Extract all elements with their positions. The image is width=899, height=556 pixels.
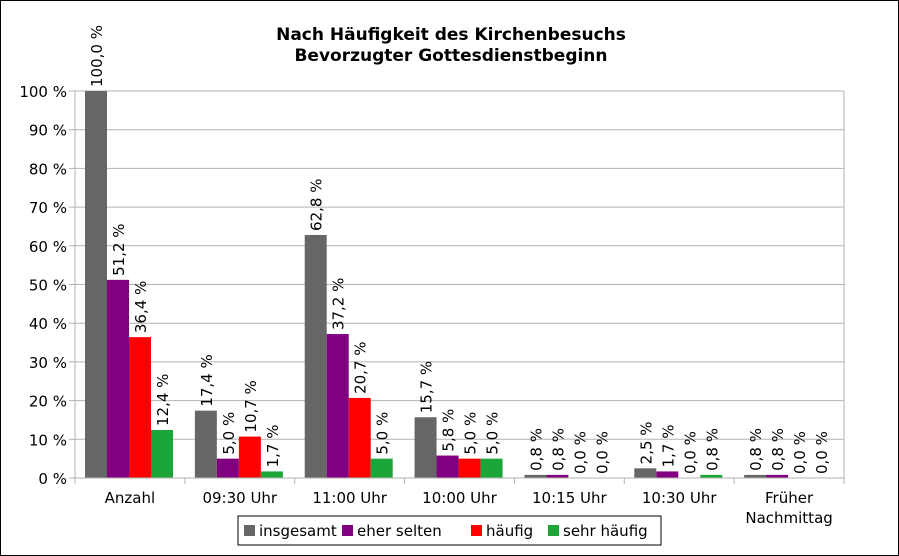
legend-swatch	[342, 525, 353, 536]
bar-insgesamt	[744, 474, 767, 478]
bar-insgesamt	[304, 234, 327, 478]
legend	[237, 515, 662, 546]
bar-sehr-häufig	[370, 458, 393, 478]
bar-sehr-häufig	[151, 430, 173, 478]
y-tick-label: 20 %	[29, 393, 67, 411]
data-label: 5,0 %	[462, 412, 480, 455]
bar-insgesamt	[85, 91, 107, 478]
y-tick-label: 10 %	[29, 431, 67, 449]
x-tick-label: Früher	[765, 489, 814, 507]
y-tick-label: 0 %	[38, 470, 67, 488]
legend-label: insgesamt	[259, 522, 337, 540]
x-tick-label: Anzahl	[105, 489, 156, 507]
bar-eher-selten	[546, 474, 569, 478]
bar-eher-selten	[107, 279, 129, 478]
data-label: 62,8 %	[308, 179, 326, 231]
data-label: 0,0 %	[681, 431, 699, 474]
bar-sehr-häufig	[480, 458, 503, 478]
y-tick-label: 80 %	[29, 160, 67, 178]
y-tick-label: 90 %	[29, 122, 67, 140]
y-tick-label: 30 %	[29, 354, 67, 372]
data-label: 0,8 %	[549, 428, 567, 471]
data-label: 0,8 %	[747, 428, 765, 471]
x-tick-label: 11:00 Uhr	[312, 489, 387, 507]
bar-eher-selten	[326, 334, 349, 478]
bar-häufig	[129, 337, 151, 478]
data-label: 20,7 %	[352, 341, 370, 393]
data-label: 0,8 %	[527, 428, 545, 471]
bar-eher-selten	[766, 474, 789, 478]
data-label: 0,0 %	[593, 431, 611, 474]
data-label: 12,4 %	[154, 374, 172, 426]
legend-label: sehr häufig	[563, 522, 648, 540]
bar-häufig	[238, 436, 261, 478]
bar-häufig	[348, 397, 371, 478]
data-label: 5,8 %	[440, 409, 458, 452]
bar-sehr-häufig	[700, 474, 723, 478]
chart-title: Bevorzugter Gottesdienstbeginn	[294, 46, 607, 66]
data-label: 2,5 %	[637, 421, 655, 464]
data-label: 1,7 %	[264, 425, 282, 468]
data-label: 15,7 %	[418, 361, 436, 413]
data-label: 100,0 %	[88, 25, 106, 87]
x-tick-label: 10:30 Uhr	[642, 489, 717, 507]
y-tick-label: 60 %	[29, 238, 67, 256]
bar-insgesamt	[414, 417, 437, 478]
data-label: 37,2 %	[330, 278, 348, 330]
y-tick-label: 50 %	[29, 277, 67, 295]
legend-label: häufig	[486, 522, 533, 540]
data-label: 17,4 %	[198, 354, 216, 406]
bar-insgesamt	[524, 474, 547, 478]
bar-eher-selten	[436, 455, 459, 478]
x-tick-label: 09:30 Uhr	[202, 489, 277, 507]
bar-häufig	[458, 458, 481, 478]
data-label: 51,2 %	[110, 223, 128, 275]
x-tick-label: 10:00 Uhr	[422, 489, 497, 507]
data-label: 5,0 %	[484, 412, 502, 455]
data-label: 0,0 %	[813, 431, 831, 474]
chart-title: Nach Häufigkeit des Kirchenbesuchs	[276, 25, 626, 45]
y-tick-label: 100 %	[19, 83, 67, 101]
data-label: 10,7 %	[242, 380, 260, 432]
data-label: 0,0 %	[571, 431, 589, 474]
data-label: 0,8 %	[769, 428, 787, 471]
data-label: 36,4 %	[132, 281, 150, 333]
y-tick-label: 40 %	[29, 315, 67, 333]
legend-swatch	[471, 525, 482, 536]
data-label: 5,0 %	[220, 412, 238, 455]
legend-swatch	[244, 525, 255, 536]
data-label: 0,8 %	[703, 428, 721, 471]
data-label: 0,0 %	[791, 431, 809, 474]
x-tick-label: 10:15 Uhr	[532, 489, 607, 507]
legend-swatch	[548, 525, 559, 536]
bar-sehr-häufig	[260, 471, 283, 478]
data-label: 5,0 %	[374, 412, 392, 455]
bar-insgesamt	[634, 468, 657, 478]
data-label: 1,7 %	[659, 425, 677, 468]
x-tick-label: Nachmittag	[745, 509, 832, 527]
bar-eher-selten	[656, 471, 679, 478]
bar-insgesamt	[194, 410, 217, 478]
legend-label: eher selten	[357, 522, 442, 540]
bar-eher-selten	[216, 458, 239, 478]
y-tick-label: 70 %	[29, 199, 67, 217]
